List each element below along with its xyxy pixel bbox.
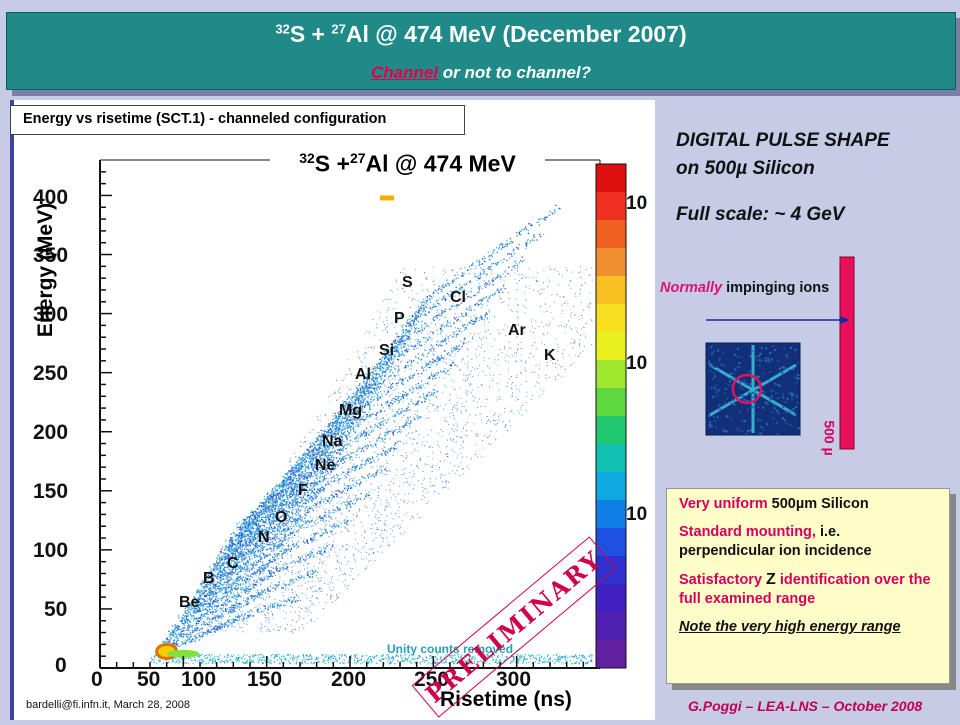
- element-label: Ar: [508, 322, 526, 340]
- colorbar-tick: 10: [626, 193, 647, 215]
- x-tick: 150: [247, 668, 282, 692]
- element-label: O: [275, 509, 287, 527]
- x-tick: 0: [91, 668, 103, 692]
- slide-subtitle: Channel or not to channel?: [7, 63, 955, 83]
- x-tick: 50: [137, 668, 160, 692]
- scatter-plot: [14, 100, 655, 720]
- element-label: K: [544, 347, 556, 365]
- y-tick: 150: [33, 480, 68, 504]
- colorbar-tick: 10: [626, 353, 647, 375]
- dps-line2: on 500µ Silicon: [676, 158, 815, 180]
- colorbar-tick: 10: [626, 504, 647, 526]
- element-label: B: [203, 570, 215, 588]
- element-label: Mg: [339, 402, 362, 420]
- element-label: N: [258, 529, 270, 547]
- dps-line1: DIGITAL PULSE SHAPE: [676, 130, 890, 152]
- footer-credit: G.Poggi – LEA-LNS – October 2008: [688, 698, 922, 714]
- detector-diagram: [690, 255, 870, 475]
- element-label: Al: [355, 366, 371, 384]
- title-bar: 32S + 27Al @ 474 MeV (December 2007) Cha…: [6, 12, 956, 90]
- element-label: Be: [179, 594, 199, 612]
- element-label: Na: [322, 433, 342, 451]
- x-tick: 100: [181, 668, 216, 692]
- element-label: Cl: [450, 289, 466, 307]
- detector-thickness-label: 500 µ: [822, 420, 838, 455]
- silicon-detector: [840, 257, 854, 449]
- element-label: C: [227, 555, 239, 573]
- element-label: Ne: [315, 457, 335, 475]
- plot-frame: [10, 100, 655, 720]
- y-axis-title: Energy (MeV): [34, 190, 58, 350]
- info-uniform: Very uniform 500µm Silicon: [679, 495, 937, 514]
- info-z-id: Satisfactory Z identification over the f…: [679, 570, 937, 609]
- slide-title: 32S + 27Al @ 474 MeV (December 2007): [7, 21, 955, 48]
- element-label: Si: [379, 342, 394, 360]
- y-tick: 200: [33, 421, 68, 445]
- full-scale-text: Full scale: ~ 4 GeV: [676, 204, 844, 226]
- y-tick: 250: [33, 362, 68, 386]
- element-label: S: [402, 274, 413, 292]
- y-tick: 100: [33, 539, 68, 563]
- info-box: Very uniform 500µm Silicon Standard moun…: [666, 488, 950, 684]
- plot-credit: bardelli@fi.infn.it, March 28, 2008: [26, 699, 190, 711]
- y-tick: 50: [44, 598, 67, 622]
- info-mounting: Standard mounting, i.e. perpendicular io…: [679, 523, 937, 561]
- info-note: Note the very high energy range: [679, 618, 937, 637]
- y-tick: 0: [55, 654, 67, 678]
- reaction-label: 32S +27Al @ 474 MeV: [270, 140, 545, 176]
- x-tick: 200: [331, 668, 366, 692]
- element-label: P: [394, 310, 405, 328]
- element-label: F: [298, 482, 308, 500]
- plot-header: Energy vs risetime (SCT.1) - channeled c…: [10, 105, 465, 135]
- channel-link[interactable]: Channel: [371, 63, 438, 82]
